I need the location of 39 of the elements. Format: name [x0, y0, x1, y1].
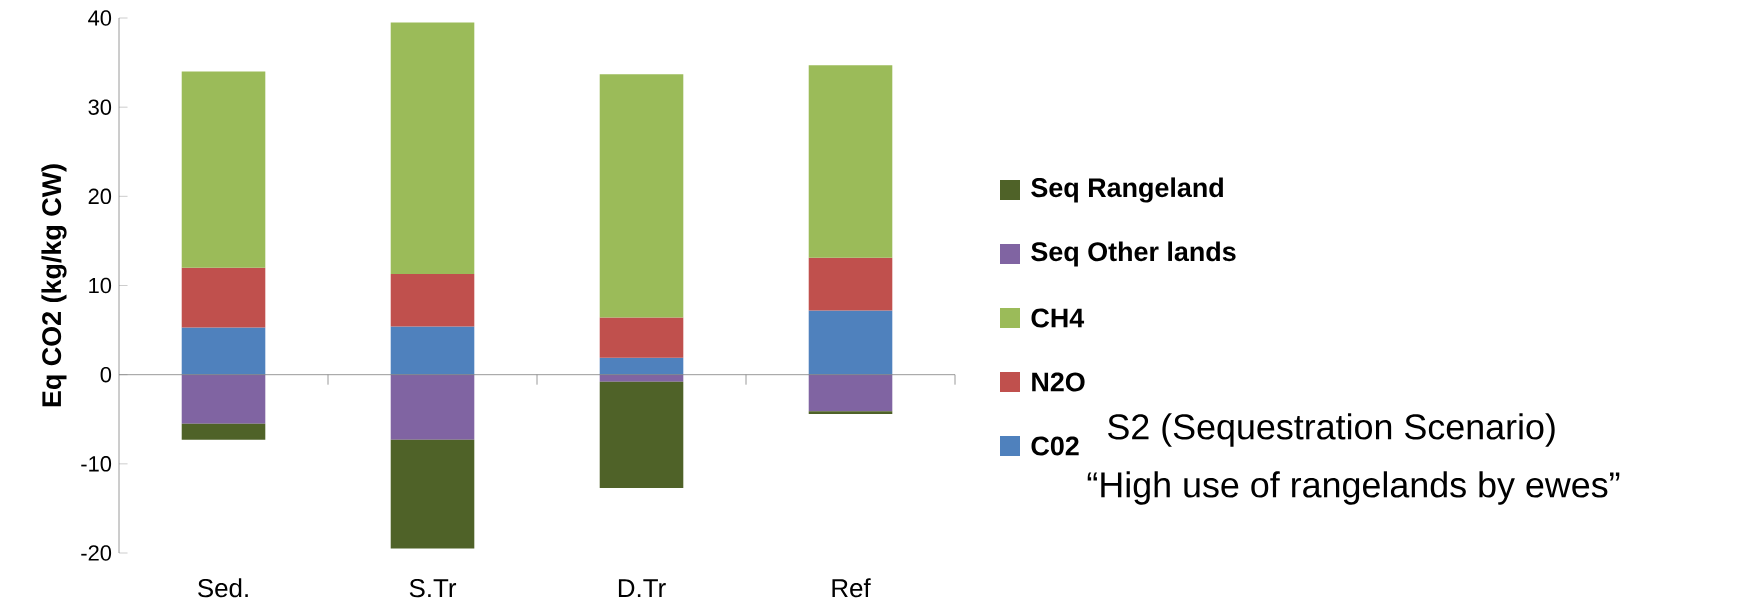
y-axis-title: Eq CO2 (kg/kg CW) [41, 164, 67, 407]
x-tick-label: D.Tr [618, 579, 666, 597]
legend-label: Seq Rangeland [1031, 177, 1223, 203]
text: S2 (Sequestration Scenario) [1108, 413, 1555, 447]
y-tick-label: 30 [88, 99, 112, 115]
x-tick-label: Sed. [198, 578, 248, 598]
bar [181, 71, 266, 268]
bar [808, 257, 893, 311]
bar [599, 74, 684, 318]
bar [181, 374, 266, 424]
legend-label: Seq Other lands [1031, 241, 1236, 267]
bar [390, 439, 475, 549]
y-tick-label: 40 [88, 10, 112, 26]
bar [390, 326, 475, 375]
bar [181, 327, 266, 375]
bar [599, 374, 684, 382]
legend-label: CH4 [1031, 308, 1085, 328]
y-tick-label: 20 [88, 188, 112, 205]
bar [390, 22, 475, 274]
legend-label: N2O [1032, 372, 1085, 392]
y-tick-label: 10 [89, 277, 112, 294]
bar [808, 65, 893, 258]
y-tick-label: 0 [100, 366, 112, 383]
y-tick-label: -10 [81, 456, 112, 472]
bar [390, 273, 475, 327]
legend-label: C02 [1031, 436, 1079, 456]
bar [808, 374, 893, 412]
bar [808, 411, 893, 414]
y-tick-label: -20 [81, 545, 112, 561]
bar [599, 357, 684, 375]
bar [181, 423, 266, 440]
text: “High use of rangelands by ewes” [1087, 471, 1620, 505]
bar [599, 381, 684, 488]
bar [181, 267, 266, 328]
bar [390, 374, 475, 440]
x-tick-label: Ref [832, 578, 871, 598]
x-tick-label: S.Tr [409, 578, 457, 598]
bar [808, 310, 893, 375]
bar [599, 317, 684, 358]
